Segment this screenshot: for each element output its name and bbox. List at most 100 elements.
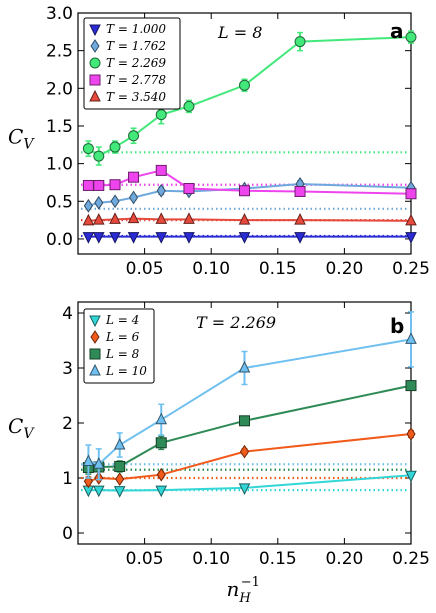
x-tick-label: 0.10 — [192, 549, 230, 569]
data-point — [82, 143, 94, 155]
legend-box — [83, 308, 155, 384]
data-point — [156, 467, 166, 482]
legend-label: T = 1.000 — [106, 22, 166, 36]
legend-label: T = 2.269 — [106, 56, 166, 70]
legend-marker — [89, 315, 101, 328]
y-axis-label: CV — [8, 125, 35, 153]
data-point — [113, 437, 126, 450]
legend-label: T = 3.540 — [106, 90, 166, 104]
data-point — [128, 171, 140, 183]
y-tick-label: 0.5 — [46, 192, 73, 212]
y-tick-label: 2.5 — [46, 42, 73, 62]
y-tick-label: 4 — [62, 304, 73, 324]
data-point — [92, 485, 105, 498]
data-point — [183, 232, 195, 244]
legend-marker — [89, 89, 101, 102]
x-tick-label: 0.15 — [259, 549, 297, 569]
data-point — [128, 130, 140, 142]
data-point — [183, 182, 195, 194]
legend-marker — [90, 39, 100, 53]
series-3 — [82, 164, 417, 200]
legend-label: T = 1.762 — [106, 39, 166, 53]
data-point — [155, 412, 168, 425]
y-tick-label: 0.0 — [46, 230, 73, 250]
data-point — [128, 190, 139, 205]
x-axis-label: nH−1 — [227, 575, 260, 606]
series-4 — [82, 211, 417, 226]
series-0 — [82, 470, 417, 498]
data-point — [238, 360, 251, 373]
legend-label: L = 8 — [105, 347, 140, 361]
legend-box — [83, 17, 181, 110]
x-tick-label: 0.25 — [392, 259, 430, 279]
data-point — [113, 486, 126, 498]
data-point — [155, 485, 168, 498]
data-point — [93, 150, 105, 162]
series-0 — [82, 232, 417, 244]
data-point — [294, 232, 306, 244]
panel-b: 0 1 2 3 4 0.05 0.10 0.15 0.20 0.25 L = 4 L = 6 L = 8… — [8, 301, 430, 606]
y-tick-label: 2 — [62, 414, 73, 434]
y-tick-label: 1.0 — [46, 155, 73, 175]
data-point — [115, 472, 125, 487]
data-point — [156, 183, 166, 198]
data-point — [239, 415, 250, 427]
legend-label: L = 4 — [105, 313, 139, 327]
data-point — [405, 31, 417, 43]
y-tick-label: 1.5 — [46, 117, 73, 137]
panel-annotation: L = 8 — [217, 23, 262, 42]
data-point — [155, 109, 167, 121]
legend-label: T = 2.778 — [106, 73, 166, 87]
series-2 — [82, 30, 417, 166]
x-tick-label: 0.15 — [259, 259, 297, 279]
legend-marker — [89, 24, 101, 37]
data-point — [114, 460, 126, 472]
data-point — [406, 427, 416, 441]
data-point — [405, 232, 417, 244]
x-tick-label: 0.05 — [126, 259, 164, 279]
y-tick-label: 3 — [62, 359, 73, 379]
data-point — [294, 212, 306, 225]
y-axis-label: CV — [8, 414, 35, 442]
y-tick-label: 1 — [62, 469, 73, 489]
legend-marker — [89, 348, 101, 360]
x-tick-label: 0.05 — [126, 549, 164, 569]
data-point — [93, 179, 105, 191]
data-point — [155, 164, 167, 176]
data-point — [155, 437, 167, 449]
x-tick-label: 0.20 — [325, 259, 363, 279]
data-point — [239, 79, 250, 91]
panel-letter: b — [390, 314, 404, 338]
data-point — [127, 211, 140, 224]
data-point — [82, 454, 95, 466]
data-point — [238, 212, 251, 225]
data-point — [92, 212, 105, 225]
data-point — [82, 179, 94, 191]
data-point — [83, 198, 93, 213]
data-point — [155, 212, 168, 224]
data-point — [183, 212, 195, 224]
series-3 — [82, 311, 417, 481]
panel-a: 0.0 0.5 1.0 1.5 2.0 2.5 3.0 0.05 0.10 0.15 0.20 0.2… — [8, 4, 430, 279]
panel-letter: a — [390, 19, 404, 43]
data-point — [239, 444, 250, 459]
legend-marker — [89, 57, 101, 69]
data-point — [127, 232, 140, 244]
legend-marker — [90, 330, 100, 344]
legend: L = 4 L = 6 L = 8 L = 10 — [83, 308, 155, 384]
data-point — [94, 195, 104, 210]
x-tick-label: 0.20 — [325, 549, 363, 569]
legend-marker — [89, 74, 101, 86]
y-tick-label: 3.0 — [46, 4, 73, 24]
legend: T = 1.000 T = 1.762 T = 2.269 T = 2.778 T = … — [83, 17, 181, 110]
y-tick-label: 0 — [62, 524, 73, 544]
data-point — [238, 232, 251, 244]
data-point — [238, 483, 251, 496]
data-point — [405, 470, 417, 483]
data-point — [82, 232, 95, 244]
data-point — [405, 213, 417, 226]
data-point — [109, 232, 121, 244]
data-point — [405, 380, 417, 392]
data-point — [109, 212, 121, 224]
